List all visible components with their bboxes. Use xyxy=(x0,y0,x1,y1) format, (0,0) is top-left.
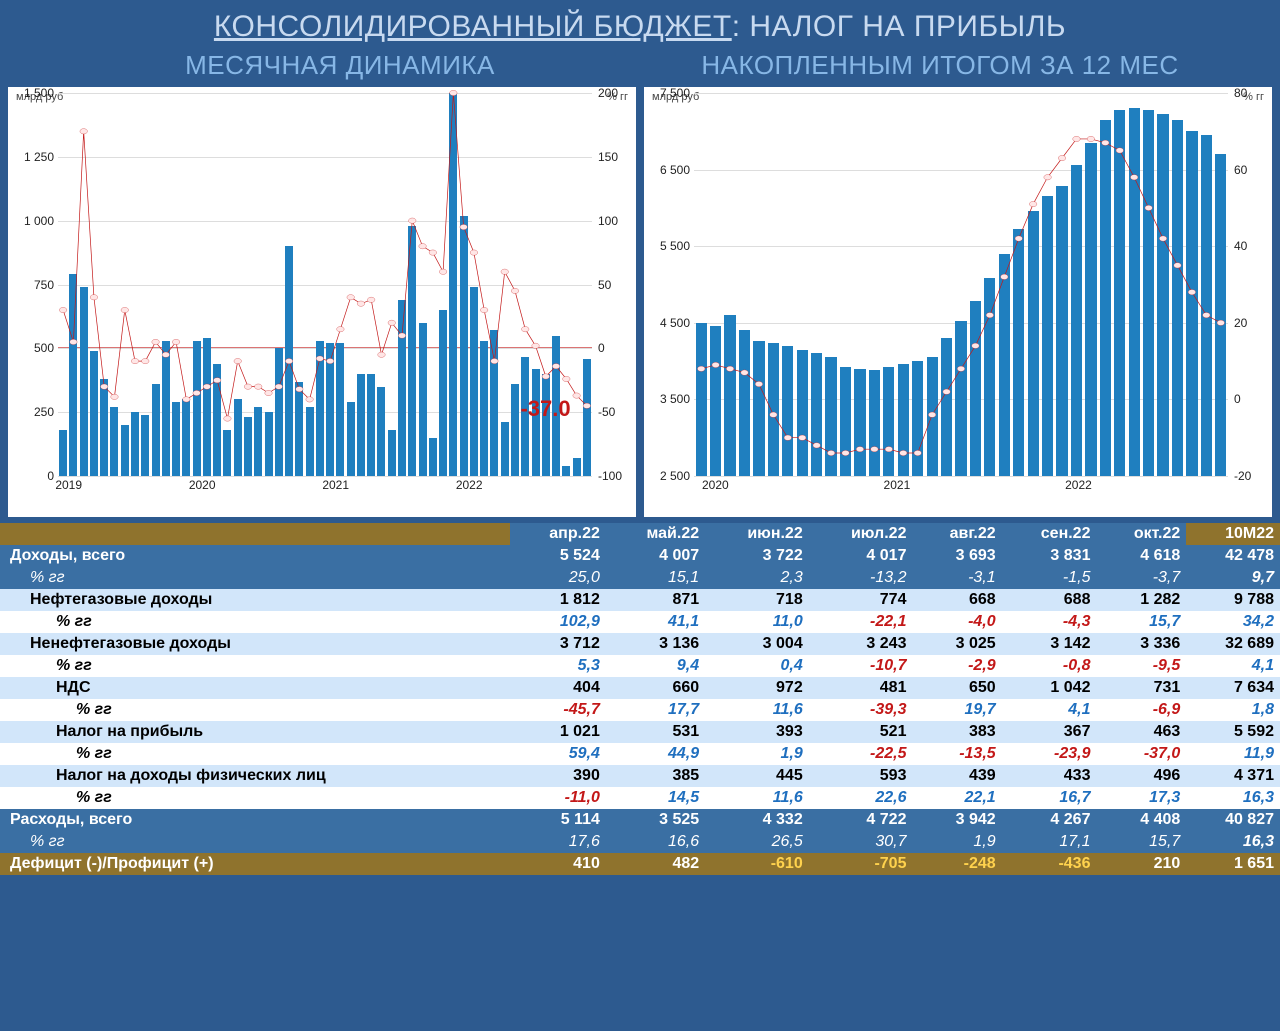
monthly-chart: млрд руб % гг 02505007501 0001 2501 500-… xyxy=(8,87,636,517)
subtitle-row: МЕСЯЧНАЯ ДИНАМИКА НАКОПЛЕННЫМ ИТОГОМ ЗА … xyxy=(0,50,1280,87)
page-title: КОНСОЛИДИРОВАННЫЙ БЮДЖЕТ: НАЛОГ НА ПРИБЫ… xyxy=(0,0,1280,50)
cumulative-chart: млрд руб % гг 2 5003 5004 5005 5006 5007… xyxy=(644,87,1272,517)
subtitle-right: НАКОПЛЕННЫМ ИТОГОМ ЗА 12 МЕС xyxy=(640,50,1240,81)
budget-table: апр.22май.22июн.22июл.22авг.22сен.22окт.… xyxy=(0,523,1280,875)
subtitle-left: МЕСЯЧНАЯ ДИНАМИКА xyxy=(40,50,640,81)
